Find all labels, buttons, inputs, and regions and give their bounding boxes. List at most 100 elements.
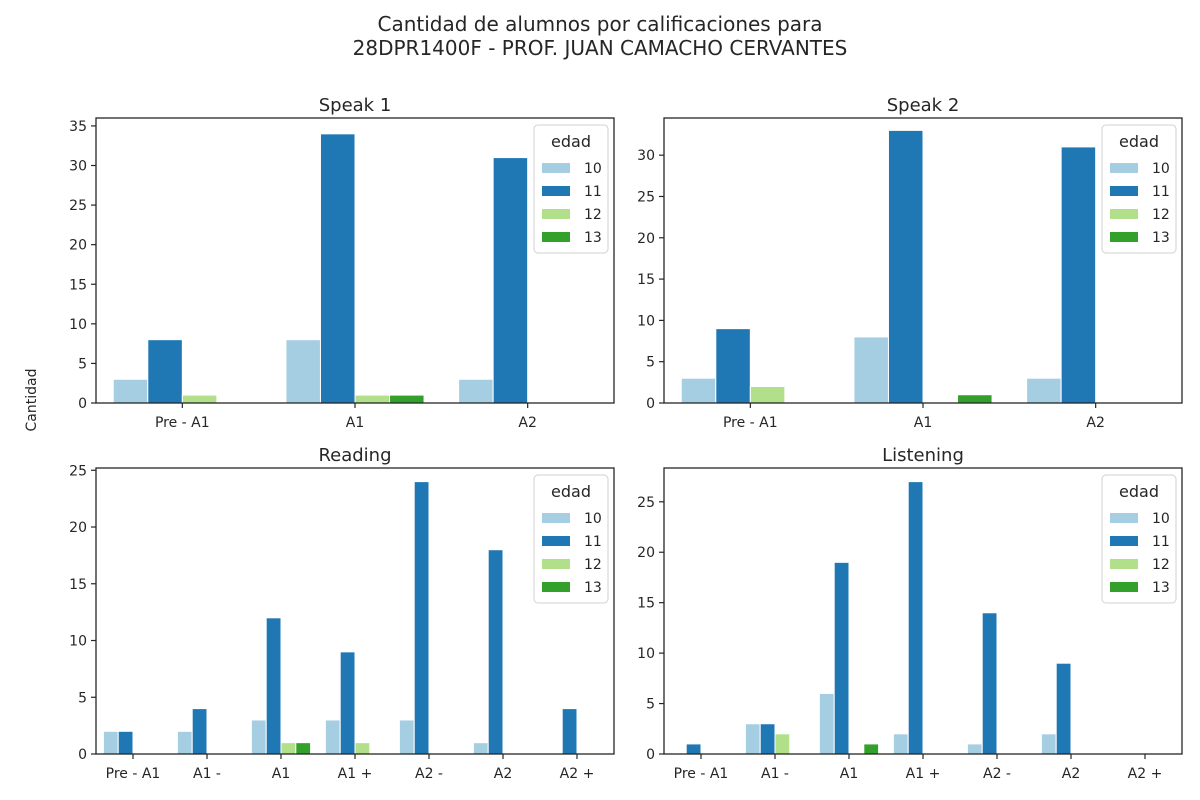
- chart-panel-3: Reading 0 5 10 15 20 25 Pre - A1 A1 - A1 A1 + A2 - A…: [69, 445, 615, 782]
- legend-title: edad: [551, 132, 591, 151]
- figure-title: Cantidad de alumnos por calificaciones p…: [0, 12, 1200, 60]
- legend-box: [533, 124, 609, 254]
- bar-A1-edad-13: [957, 394, 993, 404]
- y-tick-label: 25: [637, 495, 655, 511]
- y-tick-label: 10: [637, 646, 655, 662]
- x-tick-label: A1 +: [338, 766, 373, 782]
- x-tick-label: A1 -: [193, 766, 221, 782]
- panel-title: Reading: [318, 445, 391, 466]
- x-tick-label: A2: [494, 766, 512, 782]
- x-tick-label: A1 -: [761, 766, 789, 782]
- x-tick-label: A2 -: [983, 766, 1011, 782]
- x-tick-label: A1 +: [906, 766, 941, 782]
- bar-A1-edad-13: [863, 743, 880, 755]
- bar-A1-edad-11: [265, 617, 282, 755]
- y-tick-label: 5: [78, 356, 87, 372]
- legend-swatch-13: [1110, 232, 1138, 242]
- y-tick-label: 25: [637, 189, 655, 205]
- x-tick-label: Pre - A1: [674, 766, 729, 782]
- bar-A1-edad-10: [853, 336, 889, 404]
- y-tick-label: 0: [78, 747, 87, 763]
- bar-A1-edad-13: [295, 742, 312, 755]
- x-tick-label: A2: [518, 415, 536, 431]
- x-tick-label: A1: [914, 415, 932, 431]
- bar-A1+-edad-11: [907, 481, 924, 755]
- bar-A1-edad-10: [250, 719, 267, 755]
- bar-A2--edad-10: [398, 719, 415, 755]
- legend-label-10: 10: [584, 161, 602, 177]
- bar-A1-edad-10: [285, 339, 321, 404]
- bar-A1+-edad-12: [354, 742, 371, 755]
- bar-A1-edad-11: [319, 133, 356, 404]
- legend-swatch-10: [1110, 513, 1138, 523]
- legend-swatch-10: [1110, 163, 1138, 173]
- y-tick-label: 10: [69, 634, 87, 650]
- y-tick-label: 0: [646, 747, 655, 763]
- legend-label-11: 11: [1152, 534, 1170, 550]
- bar-A1--edad-12: [774, 733, 791, 755]
- legend-label-10: 10: [1152, 511, 1170, 527]
- bar-A1-edad-13: [389, 394, 425, 404]
- legend-label-11: 11: [1152, 184, 1170, 200]
- legend-label-12: 12: [1152, 207, 1170, 223]
- legend-swatch-10: [542, 513, 570, 523]
- bar-A2-edad-11: [1060, 146, 1097, 404]
- bar-A2-edad-10: [1040, 733, 1057, 755]
- bar-Pre-A1-edad-11: [117, 730, 134, 755]
- y-tick-label: 5: [78, 690, 87, 706]
- legend-box: [1101, 474, 1177, 604]
- y-tick-label: 10: [69, 317, 87, 333]
- bar-Pre-A1-edad-11: [147, 339, 183, 404]
- panel-title: Listening: [882, 445, 964, 466]
- x-tick-label: Pre - A1: [155, 415, 210, 431]
- legend-box: [1101, 124, 1177, 254]
- legend-swatch-11: [1110, 536, 1138, 546]
- bar-A1+-edad-11: [339, 651, 356, 755]
- legend-label-10: 10: [1152, 161, 1170, 177]
- bar-A2-edad-11: [492, 157, 529, 404]
- bar-A1--edad-11: [191, 708, 208, 755]
- legend-swatch-13: [1110, 582, 1138, 592]
- x-tick-label: A2: [1086, 415, 1104, 431]
- legend-label-13: 13: [1152, 580, 1170, 596]
- bar-A1--edad-10: [744, 723, 761, 755]
- bar-Pre-A1-edad-10: [112, 378, 149, 404]
- x-tick-label: A1: [272, 766, 290, 782]
- y-tick-label: 0: [646, 396, 655, 412]
- figure-title-line-2: 28DPR1400F - PROF. JUAN CAMACHO CERVANTE…: [352, 36, 848, 60]
- bar-A1--edad-10: [176, 730, 193, 755]
- legend-label-13: 13: [584, 230, 602, 246]
- legend: edad 10 11 12 13: [1101, 474, 1177, 604]
- panel-title: Speak 2: [887, 95, 960, 116]
- x-tick-label: A2 +: [560, 766, 595, 782]
- legend-swatch-12: [1110, 209, 1138, 219]
- bar-Pre-A1-edad-10: [102, 730, 119, 755]
- legend-label-12: 12: [1152, 557, 1170, 573]
- chart-panel-2: Speak 2 0 5 10 15 20 25 30 Pre - A1 A1 A2 edad 10 11 1…: [637, 95, 1183, 431]
- legend-label-12: 12: [584, 207, 602, 223]
- legend: edad 10 11 12 13: [533, 474, 609, 604]
- y-tick-label: 25: [69, 198, 87, 214]
- x-tick-label: Pre - A1: [723, 415, 778, 431]
- y-tick-label: 15: [69, 277, 87, 293]
- legend: edad 10 11 12 13: [533, 124, 609, 254]
- bar-A1-edad-11: [887, 129, 924, 404]
- chart-panel-4: Listening 0 5 10 15 20 25 Pre - A1 A1 - A1 A1 + A2 …: [637, 445, 1183, 782]
- x-tick-label: A1: [346, 415, 364, 431]
- y-tick-label: 20: [637, 231, 655, 247]
- bar-A1-edad-12: [280, 742, 297, 755]
- bar-A2-edad-11: [487, 549, 504, 755]
- chart-panel-1: Speak 1 0 5 10 15 20 25 30 35 Pre - A1 A1 A2 edad 10 1…: [69, 95, 615, 431]
- x-tick-label: A2 +: [1128, 766, 1163, 782]
- legend-swatch-12: [1110, 559, 1138, 569]
- bar-A2--edad-10: [966, 743, 983, 755]
- x-tick-label: A2 -: [415, 766, 443, 782]
- bar-Pre-A1-edad-10: [680, 377, 717, 404]
- legend-label-13: 13: [1152, 230, 1170, 246]
- bar-Pre-A1-edad-11: [685, 743, 702, 755]
- bar-Pre-A1-edad-12: [181, 394, 218, 404]
- bar-A1+-edad-10: [324, 719, 341, 755]
- legend-swatch-13: [542, 582, 570, 592]
- legend-title: edad: [1119, 132, 1159, 151]
